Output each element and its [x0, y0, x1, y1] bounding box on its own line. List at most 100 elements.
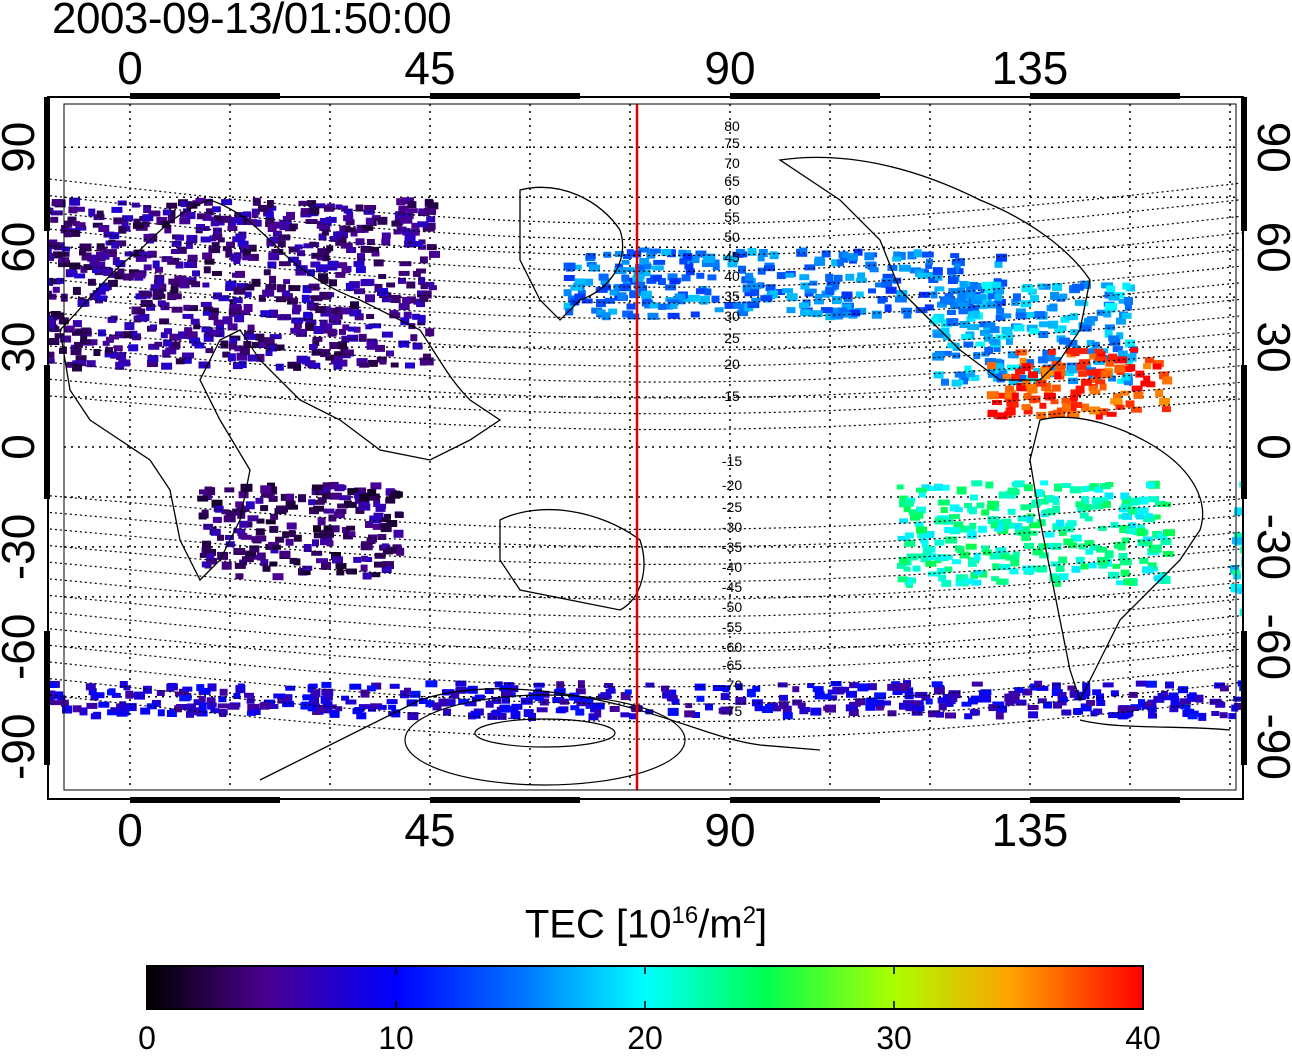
tec-cell	[210, 708, 220, 714]
tec-cell	[36, 284, 44, 289]
tec-cell	[1051, 682, 1061, 690]
tec-cell	[346, 525, 356, 531]
tec-cell	[156, 690, 165, 696]
tec-cell	[1034, 680, 1043, 688]
tec-cell	[373, 499, 381, 507]
tec-cell	[1006, 522, 1017, 529]
contour-line	[48, 311, 1243, 351]
tec-cell	[685, 268, 695, 276]
tec-cell	[945, 536, 958, 544]
tec-cell	[163, 339, 173, 347]
tec-cell	[967, 304, 979, 313]
tec-cell	[62, 705, 72, 714]
tec-cell	[710, 259, 720, 267]
tec-cell	[1093, 368, 1105, 375]
tec-cell	[1110, 398, 1123, 405]
tec-cell	[329, 709, 340, 718]
tec-cell	[840, 257, 849, 263]
tec-cell	[308, 683, 318, 689]
tec-cell	[949, 504, 960, 512]
tec-cell	[447, 699, 456, 707]
tec-cell	[113, 345, 123, 352]
tec-cell	[996, 279, 1008, 287]
tec-cell	[1061, 397, 1072, 404]
tec-cell	[412, 240, 423, 247]
tec-cell	[779, 701, 788, 710]
longitude-labels-top: 04590135180-135-90-45	[117, 42, 1292, 94]
tec-cell	[604, 297, 615, 304]
tec-cell	[751, 297, 761, 303]
tec-cell	[60, 699, 69, 707]
tec-cell	[975, 341, 986, 347]
tec-cell	[235, 270, 245, 278]
tec-cell	[1284, 690, 1291, 698]
tec-cell	[1079, 281, 1091, 289]
tec-cell	[214, 215, 221, 222]
tec-cell	[133, 315, 141, 323]
tec-cell	[404, 240, 416, 248]
tec-cell	[957, 293, 966, 300]
tec-cell	[227, 226, 238, 231]
tec-cell	[227, 219, 236, 227]
tec-cell	[954, 258, 965, 267]
tec-cell	[1164, 695, 1172, 701]
tec-cell	[487, 712, 498, 720]
tec-cell	[207, 487, 216, 496]
tec-cell	[243, 340, 252, 348]
tec-cell	[621, 259, 630, 265]
tec-cell	[938, 555, 947, 561]
tec-cell	[315, 306, 327, 314]
tec-cell	[1039, 552, 1050, 559]
tec-cell	[1026, 386, 1038, 394]
tec-cell	[933, 332, 944, 338]
tec-cell	[202, 310, 212, 316]
tec-cell	[987, 500, 1000, 507]
tec-cell	[263, 207, 274, 214]
tec-cell	[1007, 351, 1019, 359]
tec-cell	[285, 685, 296, 691]
tec-cell	[48, 252, 55, 261]
tec-cell	[279, 222, 290, 230]
tec-cell	[1038, 321, 1049, 328]
tec-cell	[239, 347, 250, 356]
tec-cell	[867, 262, 877, 270]
tec-cell	[624, 689, 632, 695]
tec-cell	[210, 528, 221, 536]
tec-cell	[702, 255, 715, 263]
tec-cell	[1253, 683, 1261, 690]
tec-cell	[48, 311, 51, 317]
tec-cell	[394, 512, 404, 518]
tec-cell	[323, 693, 333, 701]
tec-cell	[308, 283, 320, 291]
tec-cell	[0, 700, 8, 706]
tec-cell	[1253, 489, 1261, 497]
tec-cell	[1163, 529, 1175, 537]
tec-cell	[277, 697, 289, 704]
tec-cell	[243, 304, 253, 312]
tec-cell	[196, 213, 206, 220]
colorbar-tick-label: 10	[378, 1020, 414, 1056]
tec-cell	[1047, 354, 1056, 362]
tec-cell	[398, 270, 410, 276]
tec-cell	[994, 523, 1004, 532]
tec-cell	[949, 527, 961, 535]
tec-cell	[1139, 557, 1149, 564]
tec-cell	[987, 362, 997, 370]
tec-cell	[1049, 303, 1058, 312]
tec-cell	[191, 341, 201, 347]
tec-cell	[925, 560, 937, 567]
tec-cell	[841, 303, 852, 310]
tec-cell	[1051, 689, 1063, 697]
tec-cell	[313, 326, 324, 334]
tec-cell	[995, 547, 1007, 554]
tec-cell	[992, 286, 1005, 295]
tec-cell	[825, 273, 834, 282]
tec-cell	[937, 568, 946, 574]
tec-cell	[990, 521, 998, 528]
tec-cell	[994, 260, 1003, 268]
tec-cell	[25, 207, 34, 214]
tec-cell	[583, 696, 593, 703]
tec-cell	[95, 256, 106, 262]
tec-cell	[838, 307, 848, 313]
tec-cell	[1240, 546, 1243, 554]
